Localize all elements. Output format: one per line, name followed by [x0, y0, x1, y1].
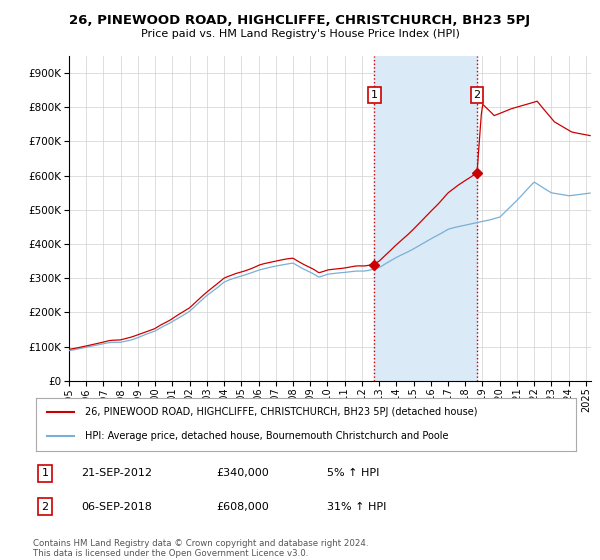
Text: 06-SEP-2018: 06-SEP-2018: [81, 502, 152, 512]
Text: Contains HM Land Registry data © Crown copyright and database right 2024.
This d: Contains HM Land Registry data © Crown c…: [33, 539, 368, 558]
Text: 26, PINEWOOD ROAD, HIGHCLIFFE, CHRISTCHURCH, BH23 5PJ (detached house): 26, PINEWOOD ROAD, HIGHCLIFFE, CHRISTCHU…: [85, 408, 477, 418]
Text: £608,000: £608,000: [216, 502, 269, 512]
Text: 2: 2: [41, 502, 49, 512]
Text: 1: 1: [371, 90, 378, 100]
Bar: [374, 56, 477, 381]
Text: 1: 1: [41, 468, 49, 478]
Text: 2: 2: [473, 90, 481, 100]
Text: £340,000: £340,000: [216, 468, 269, 478]
Text: Price paid vs. HM Land Registry's House Price Index (HPI): Price paid vs. HM Land Registry's House …: [140, 29, 460, 39]
Text: HPI: Average price, detached house, Bournemouth Christchurch and Poole: HPI: Average price, detached house, Bour…: [85, 431, 448, 441]
Text: 31% ↑ HPI: 31% ↑ HPI: [327, 502, 386, 512]
Text: 26, PINEWOOD ROAD, HIGHCLIFFE, CHRISTCHURCH, BH23 5PJ: 26, PINEWOOD ROAD, HIGHCLIFFE, CHRISTCHU…: [70, 14, 530, 27]
Text: 5% ↑ HPI: 5% ↑ HPI: [327, 468, 379, 478]
Text: 21-SEP-2012: 21-SEP-2012: [81, 468, 152, 478]
